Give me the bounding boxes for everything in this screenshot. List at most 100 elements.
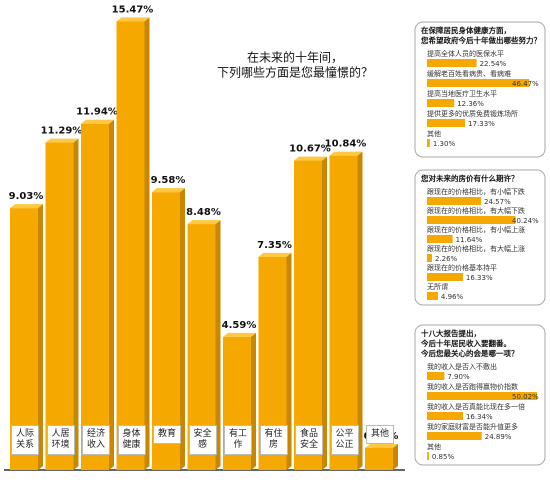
bar-side [357, 151, 363, 470]
item-label: 我的收入是否入不敷出 [427, 362, 497, 371]
bar-top [81, 119, 114, 124]
value-label: 16.34% [466, 413, 493, 421]
value-label: 4.96% [441, 293, 464, 301]
value-label: 15.47% [112, 4, 154, 15]
category-label: 有工作 [224, 425, 252, 455]
bar-top [329, 151, 363, 156]
value-label: 11.94% [76, 107, 118, 118]
item-label: 提高当地医疗卫生水平 [427, 89, 497, 98]
panel-title: 您希望政府今后十年做出哪些努力？ [421, 35, 541, 45]
item-label: 跟现在的价格相比，有小幅上涨 [427, 225, 525, 234]
bar-side [286, 252, 292, 470]
value-label: 2.26% [435, 255, 458, 263]
bar-side [393, 443, 398, 470]
panel-title: 今后您最关心的会是哪一项？ [420, 348, 519, 358]
hbar [427, 432, 482, 440]
category-label: 食品安全 [295, 425, 323, 455]
hbar [427, 235, 453, 243]
bar-side [144, 17, 150, 471]
bar [152, 192, 180, 470]
hbar [427, 392, 538, 400]
item-label: 其他 [427, 129, 441, 138]
hbar [427, 292, 438, 300]
item-label: 跟现在的价格基本持平 [427, 263, 497, 272]
bar-side [73, 138, 79, 470]
bar-side [180, 188, 185, 470]
hbar [427, 139, 430, 147]
value-label: 46.47% [512, 80, 539, 88]
question: 在未来的十年间， [247, 50, 343, 65]
bar-top [10, 204, 43, 209]
hbar [427, 99, 455, 107]
item-label: 提高全体人员的医保水平 [427, 49, 504, 58]
hbar [427, 254, 432, 262]
category-label: 公平公正 [330, 425, 359, 455]
item-label: 缓解老百姓看病贵、看病难 [427, 69, 511, 78]
item-label: 我的家庭财富是否能升值更多 [427, 422, 518, 431]
bar-top [365, 443, 398, 448]
bar-top [294, 156, 327, 161]
bar [294, 160, 322, 470]
item-label: 跟现在的价格相比，有大幅上涨 [427, 244, 525, 253]
hbar [427, 452, 429, 460]
item-label: 跟现在的价格相比，有大幅下跌 [427, 206, 525, 215]
panel-title: 十八大报告提出， [421, 328, 481, 338]
bar-side [215, 220, 221, 470]
question: 下列哪些方面是您最憧憬的？ [217, 65, 373, 80]
category-label: 身体健康 [117, 425, 146, 455]
hbar [427, 412, 463, 420]
bar-side [109, 119, 114, 471]
bar-top [258, 252, 292, 257]
value-label: 11.29% [41, 126, 83, 137]
bar [365, 447, 393, 470]
item-label: 跟现在的价格相比，有小幅下跌 [427, 187, 525, 196]
category-label: 安全感 [188, 425, 217, 455]
item-label: 其他 [427, 442, 441, 451]
bar-top [116, 17, 150, 22]
value-label: 0.85% [432, 453, 455, 461]
bar-side [322, 156, 327, 470]
value-label: 9.03% [9, 191, 44, 202]
item-label: 我的收入是否真能比现在多一倍 [427, 402, 525, 411]
hbar [427, 216, 516, 224]
item-label: 提供更多的优质免费锻炼场所 [427, 109, 518, 118]
value-label: 1.30% [433, 140, 456, 148]
value-label: 4.59% [222, 320, 257, 331]
panel-title: 在保障居民身体健康方面， [421, 25, 511, 35]
category-label: 经济收入 [82, 425, 110, 455]
hbar [427, 79, 530, 87]
value-label: 40.24% [512, 217, 539, 225]
category-label: 有住房 [259, 425, 288, 455]
hbar [427, 273, 463, 281]
value-label: 10.84% [325, 139, 367, 150]
value-label: 11.64% [456, 236, 483, 244]
item-label: 无所谓 [427, 282, 448, 291]
hbar [427, 372, 445, 380]
category-label: 人居环境 [46, 425, 75, 455]
value-label: 7.35% [257, 240, 292, 251]
category-label: 其他 [366, 425, 394, 444]
bar-side [251, 332, 256, 470]
bar-top [152, 188, 185, 193]
panel-title: 您对未来的房价有什么期许？ [421, 173, 519, 183]
bar-side [38, 204, 43, 470]
value-label: 10.67% [289, 144, 331, 155]
bar [329, 155, 358, 470]
hbar [427, 59, 477, 67]
value-label: 50.02% [512, 393, 539, 401]
category-label: 教育 [153, 425, 181, 444]
value-label: 7.90% [447, 373, 470, 381]
panel-title: 今后十年居民收入要翻番。 [420, 338, 511, 348]
hbar [427, 197, 482, 205]
bar [81, 123, 109, 471]
hbar [427, 119, 466, 127]
value-label: 24.57% [484, 198, 511, 206]
category-label: 人际关系 [11, 425, 39, 455]
value-label: 22.54% [480, 60, 507, 68]
bar-top [223, 332, 256, 337]
item-label: 我的收入是否跑得赢物价指数 [427, 382, 518, 391]
value-label: 8.48% [186, 207, 221, 218]
bar-top [187, 220, 221, 225]
